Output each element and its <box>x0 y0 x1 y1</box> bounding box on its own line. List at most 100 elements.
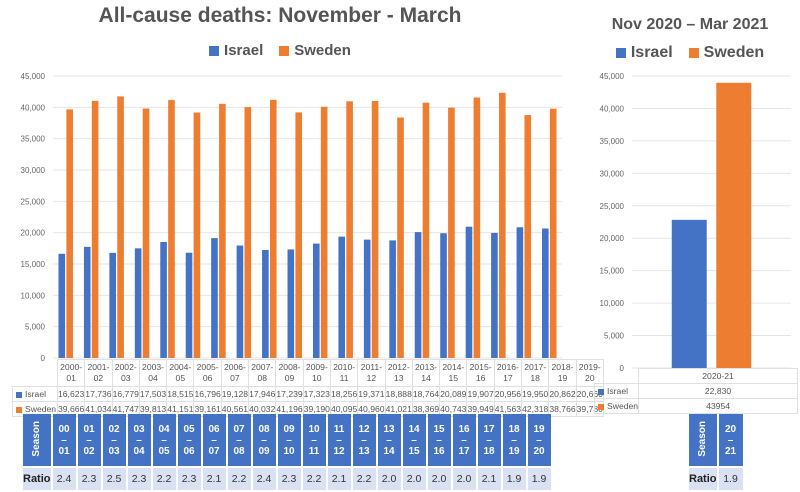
y-tick-label: 45,000 <box>600 72 625 81</box>
season-cell: 19–20 <box>527 414 551 466</box>
bar-israel <box>491 232 498 358</box>
legend-label-sweden: Sweden <box>703 44 765 61</box>
y-tick-label: 0 <box>620 364 625 373</box>
bar-sweden <box>397 117 404 359</box>
season-cell: 17–18 <box>477 414 501 466</box>
legend-item-israel: Israel <box>209 42 263 59</box>
y-tick-label: 40,000 <box>21 103 46 112</box>
table-row: Sweden 39,666 41,034 41,747 39,813 41,151 39,1… <box>12 401 604 417</box>
bar-israel <box>338 236 346 358</box>
y-tick-label: 35,000 <box>21 135 46 144</box>
y-tick-label: 30,000 <box>21 166 46 175</box>
ratio-value: 2.2 <box>352 468 376 490</box>
data-cell: 19,128 <box>220 386 250 402</box>
ratio-value: 2.5 <box>102 468 126 490</box>
legend-label-israel: Israel <box>224 42 264 59</box>
ratio-value: 1.9 <box>718 468 743 490</box>
series-label: Israel <box>25 389 47 399</box>
left-ratio-table: Season 00–01 01–02 02–03 03–04 04–05 05–06 06–0… <box>21 412 553 492</box>
row-header: Israel <box>12 386 58 402</box>
left-data-table: 2000- 01 2001- 02 2002- 03 2003- 04 2004- 05 2005-… <box>12 359 604 417</box>
data-cell: 19,950 <box>521 386 550 402</box>
y-tick-label: 30,000 <box>600 169 625 178</box>
season-cell: 09–10 <box>277 414 301 466</box>
season-cell: 14–15 <box>402 414 426 466</box>
category-label: 2012- 13 <box>384 359 413 387</box>
series-label: Israel <box>607 386 629 396</box>
row-header: Israel <box>593 383 640 399</box>
data-cell: 17,323 <box>302 386 331 402</box>
season-cell: 15–16 <box>427 414 451 466</box>
category-label: 2019- 20 <box>575 359 604 387</box>
ratio-row: Ratio 1.9 <box>689 468 743 490</box>
season-header: Season <box>23 414 51 466</box>
category-label: 2011- 12 <box>357 359 386 387</box>
left-chart-title: All-cause deaths: November - March <box>98 4 462 27</box>
category-label: 2020-21 <box>638 368 799 384</box>
data-cell: 16,623 <box>56 386 86 402</box>
ratio-value: 2.1 <box>477 468 501 490</box>
y-tick-label: 5,000 <box>604 332 625 341</box>
table-row: Israel 16,623 17,736 16,779 17,503 18,515 16,7… <box>12 386 604 402</box>
bar-israel <box>465 226 473 358</box>
bar-sweden <box>91 100 99 358</box>
bar-israel <box>671 219 707 368</box>
israel-swatch-icon <box>209 45 220 56</box>
data-cell: 41,034 <box>84 401 113 417</box>
ratio-value: 2.1 <box>202 468 226 490</box>
sweden-swatch-icon <box>598 403 604 410</box>
corner-cell <box>13 360 58 387</box>
category-label: 2017- 18 <box>521 359 550 387</box>
season-cell: 06–07 <box>202 414 226 466</box>
right-ratio-table: Season 20–21 Ratio 1.9 <box>687 412 745 492</box>
table-row: Israel 22,830 <box>593 383 799 399</box>
category-label: 2008- 09 <box>275 359 304 387</box>
data-cell: 18,764 <box>411 386 441 402</box>
bar-sweden <box>346 101 353 359</box>
bar-israel <box>211 238 218 358</box>
y-tick-label: 40,000 <box>600 104 625 113</box>
ratio-value: 2.1 <box>327 468 351 490</box>
season-label: Season <box>697 420 709 457</box>
y-tick-label: 10,000 <box>600 299 625 308</box>
data-cell: 38,766 <box>548 401 577 417</box>
ratio-value: 2.2 <box>302 468 326 490</box>
bar-sweden <box>422 102 430 358</box>
bar-sweden <box>269 99 277 358</box>
data-cell: 17,503 <box>138 386 168 402</box>
category-label: 2016- 17 <box>493 359 523 387</box>
ratio-label: Ratio <box>689 468 717 490</box>
y-tick-label: 20,000 <box>600 234 625 243</box>
bar-israel <box>287 249 295 358</box>
israel-swatch-icon <box>615 48 626 58</box>
category-label: 2018- 19 <box>548 359 577 387</box>
season-cell: 11–12 <box>327 414 351 466</box>
bar-sweden <box>66 109 73 359</box>
bar-israel <box>516 227 524 358</box>
table-header-row: 2000- 01 2001- 02 2002- 03 2003- 04 2004- 05 2005-… <box>13 359 604 387</box>
y-tick-label: 25,000 <box>600 202 625 211</box>
data-cell: 22,830 <box>638 383 799 399</box>
israel-swatch-icon <box>598 388 604 395</box>
season-cell: 03–04 <box>127 414 151 466</box>
season-cell: 00–01 <box>52 414 76 466</box>
ratio-value: 2.3 <box>127 468 151 490</box>
bar-sweden <box>193 112 201 358</box>
season-cell: 12–13 <box>352 414 376 466</box>
sweden-swatch-icon <box>688 48 699 58</box>
ratio-value: 1.9 <box>502 468 526 490</box>
season-label: Season <box>31 420 43 457</box>
table-row: Sweden 43954 <box>593 398 799 414</box>
ratio-value: 2.2 <box>227 468 251 490</box>
right-chart-legend: Israel Sweden <box>580 44 800 62</box>
data-cell: 20,862 <box>548 386 577 402</box>
bar-israel <box>414 232 422 358</box>
data-cell: 18,888 <box>384 386 413 402</box>
ratio-value: 1.9 <box>527 468 551 490</box>
season-cell: 13–14 <box>377 414 401 466</box>
bar-sweden <box>295 112 303 358</box>
y-tick-label: 15,000 <box>21 260 46 269</box>
bar-israel <box>185 252 193 358</box>
season-cell: 18–19 <box>502 414 526 466</box>
bar-israel <box>236 245 244 358</box>
